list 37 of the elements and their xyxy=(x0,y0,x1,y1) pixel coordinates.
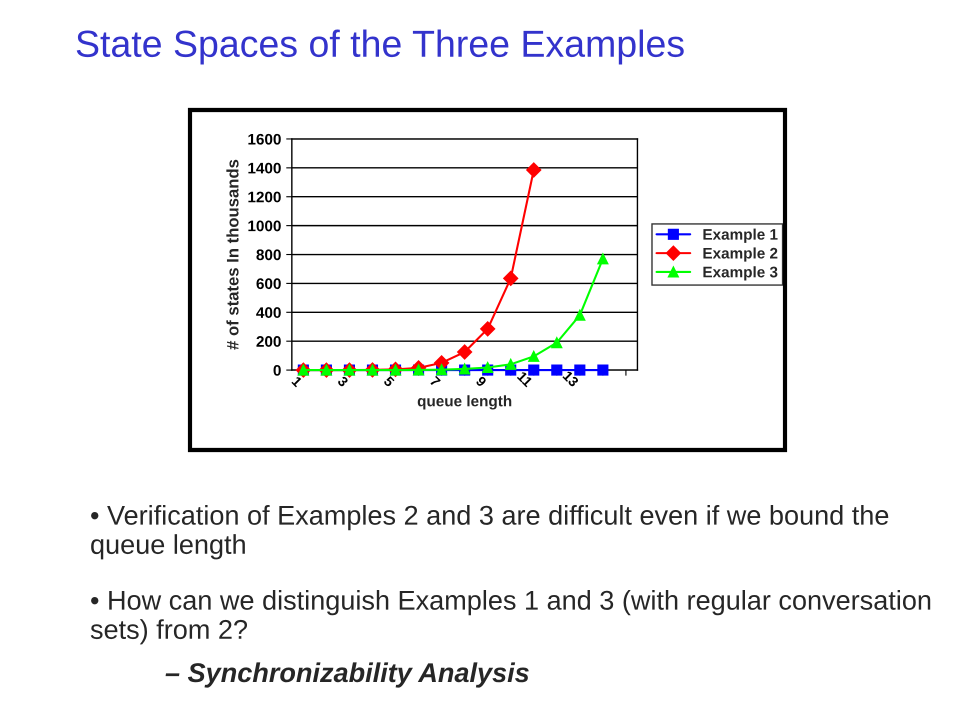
x-tick-label: 3 xyxy=(336,376,349,388)
legend-label: Example 3 xyxy=(703,266,778,280)
text: – Synchronizability Analysis xyxy=(166,662,529,688)
text: • Verification of Examples 2 and 3 are difficult even if we bound the queue length xyxy=(91,505,888,560)
point xyxy=(597,364,608,376)
point xyxy=(526,162,542,178)
x-tick-label: 1 xyxy=(291,376,303,388)
point xyxy=(528,350,540,362)
y-axis-title: # of states In thousands xyxy=(226,160,239,350)
point xyxy=(574,310,586,321)
x-tick-label: 11 xyxy=(516,371,534,388)
point xyxy=(482,362,494,374)
y-tick-label: 400 xyxy=(256,307,281,318)
x-tick-label: 9 xyxy=(475,376,488,388)
point xyxy=(597,253,608,264)
point xyxy=(551,337,562,348)
x-axis-title: queue length xyxy=(418,395,512,410)
legend-label: Example 2 xyxy=(703,247,778,262)
legend-label: Example 1 xyxy=(703,228,778,243)
y-tick-label: 1400 xyxy=(248,162,281,174)
x-tick-label: 5 xyxy=(383,376,395,388)
point xyxy=(480,321,496,336)
chart-title: State Spaces of the Three Examples xyxy=(76,30,684,64)
y-tick-label: 1600 xyxy=(248,134,281,145)
text: • How can we distinguish Examples 1 and 3 (with regular conversation sets) from 2? xyxy=(90,590,930,644)
point xyxy=(503,270,518,286)
y-tick-label: 800 xyxy=(256,249,281,260)
y-tick-label: 0 xyxy=(274,364,281,376)
x-tick-label: 7 xyxy=(429,376,441,388)
x-tick-label: 13 xyxy=(562,370,580,388)
y-tick-label: 1200 xyxy=(248,192,281,202)
y-tick-label: 1000 xyxy=(248,220,281,232)
y-tick-label: 600 xyxy=(256,278,281,290)
y-tick-label: 200 xyxy=(256,336,281,347)
point xyxy=(505,358,516,370)
point xyxy=(457,344,472,360)
point xyxy=(551,364,562,376)
